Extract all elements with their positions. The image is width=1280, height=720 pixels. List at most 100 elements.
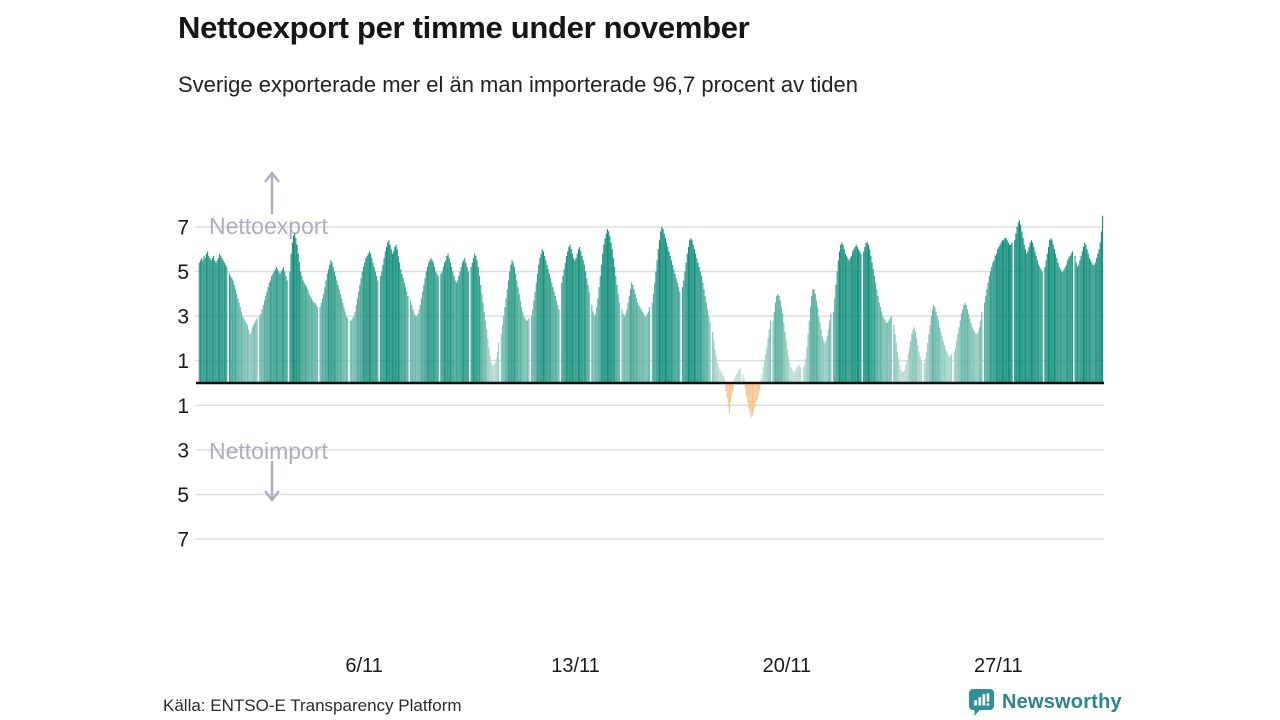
export-bar — [544, 255, 546, 383]
export-bar — [644, 316, 646, 383]
export-bar — [314, 302, 316, 383]
export-bar — [840, 244, 842, 383]
export-bar — [1097, 253, 1099, 383]
export-bar — [410, 300, 412, 383]
export-bar — [259, 316, 261, 383]
export-bar — [466, 267, 468, 383]
export-bar — [586, 278, 588, 383]
export-bar — [332, 267, 334, 383]
export-bar — [333, 271, 335, 383]
export-bar — [989, 271, 992, 383]
chart-title: Nettoexport per timme under november — [178, 10, 750, 45]
export-bar — [329, 264, 331, 383]
export-bar — [281, 269, 283, 383]
export-bar — [785, 340, 787, 383]
export-bar — [486, 329, 488, 383]
export-bar — [373, 267, 375, 383]
export-bar — [476, 260, 478, 383]
export-bar — [863, 251, 865, 383]
y-tick-label: 7 — [177, 216, 189, 239]
export-bar — [695, 253, 697, 383]
export-bar — [983, 302, 986, 383]
export-bar — [414, 316, 417, 383]
newsworthy-logo[interactable]: Newsworthy — [968, 688, 1122, 717]
export-bar — [377, 280, 379, 383]
export-bar — [924, 358, 926, 383]
nettoimport-annotation: Nettoimport — [209, 438, 328, 464]
export-bar — [766, 347, 768, 383]
export-bar — [872, 269, 874, 383]
export-bar — [699, 271, 701, 383]
export-bar — [846, 255, 848, 383]
export-bar — [431, 260, 433, 383]
export-bar — [640, 309, 642, 383]
export-bar — [320, 302, 322, 383]
export-bar — [918, 351, 920, 383]
export-bar — [673, 269, 675, 383]
export-bar — [960, 313, 963, 383]
export-bar — [394, 246, 396, 383]
export-bar — [1085, 244, 1087, 383]
export-bar — [705, 302, 707, 383]
export-bar — [436, 273, 438, 383]
export-bar — [297, 253, 299, 383]
export-bar — [309, 296, 311, 383]
export-bar — [463, 260, 465, 383]
export-bar — [562, 275, 564, 383]
newsworthy-wordmark: Newsworthy — [1002, 691, 1122, 713]
export-bar — [323, 293, 325, 383]
export-bar — [873, 275, 875, 383]
export-bar — [1044, 267, 1046, 383]
export-bar — [571, 253, 573, 383]
export-bar — [243, 318, 245, 383]
export-bar — [1036, 260, 1038, 383]
export-bar — [588, 291, 590, 383]
export-bar — [215, 262, 217, 383]
export-bar — [252, 325, 254, 383]
import-bar — [727, 384, 729, 407]
export-bar — [359, 284, 361, 383]
export-bar — [205, 253, 208, 383]
export-bar — [902, 371, 904, 383]
export-bar — [829, 320, 831, 383]
export-bar — [742, 374, 744, 383]
export-bar — [854, 246, 856, 383]
export-bar — [256, 318, 258, 383]
export-bar — [812, 289, 814, 383]
export-bar — [929, 325, 931, 383]
export-bar — [587, 284, 589, 383]
export-bar — [1017, 222, 1019, 383]
export-bar — [666, 242, 668, 383]
chart-subtitle: Sverige exporterade mer el än man import… — [178, 72, 858, 97]
export-bar — [478, 275, 480, 383]
export-bar — [965, 304, 967, 383]
export-bar — [686, 253, 688, 383]
export-bar — [1057, 262, 1059, 383]
export-bar — [430, 258, 432, 383]
export-bar — [406, 291, 408, 383]
export-bar — [679, 291, 681, 383]
export-bar — [736, 374, 738, 383]
y-tick-label: 1 — [177, 350, 189, 373]
export-bar — [397, 255, 399, 383]
export-bar — [441, 271, 443, 383]
export-bar — [475, 255, 477, 383]
export-bar — [494, 362, 496, 383]
export-bar — [1011, 242, 1013, 383]
export-bar — [970, 322, 972, 383]
export-bar — [1098, 249, 1100, 383]
export-bar — [865, 242, 867, 383]
export-bar — [579, 246, 581, 383]
export-bar — [459, 271, 461, 383]
export-bar — [612, 258, 614, 383]
export-bar — [689, 240, 691, 383]
export-bar — [495, 358, 497, 383]
export-bar — [1053, 249, 1055, 383]
export-bar — [575, 258, 577, 383]
export-bar — [455, 282, 457, 383]
export-bar — [931, 309, 933, 383]
export-bar — [553, 291, 555, 383]
export-bar — [834, 298, 836, 383]
export-bar — [1000, 242, 1002, 383]
export-bar — [327, 269, 329, 383]
